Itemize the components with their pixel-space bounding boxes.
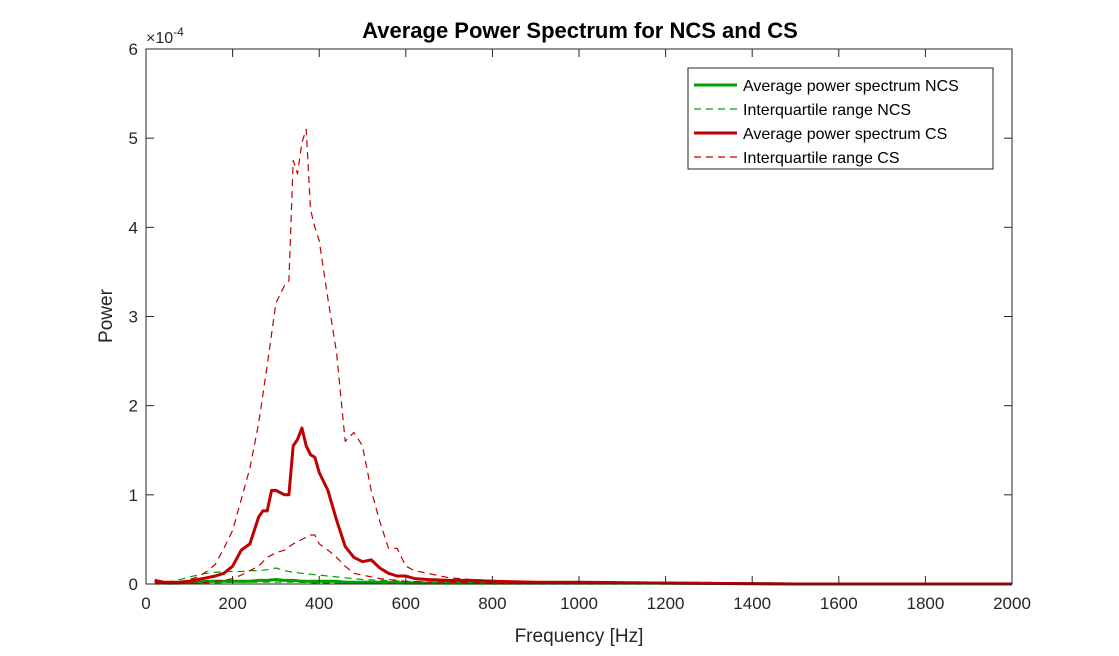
- x-tick-label: 1600: [820, 594, 858, 613]
- x-tick-label: 2000: [993, 594, 1031, 613]
- y-tick-label: 4: [129, 218, 138, 237]
- x-tick-label: 800: [478, 594, 506, 613]
- y-tick-label: 5: [129, 129, 138, 148]
- y-tick-label: 2: [129, 397, 138, 416]
- x-tick-label: 1200: [647, 594, 685, 613]
- x-tick-label: 200: [218, 594, 246, 613]
- y-tick-label: 6: [129, 40, 138, 59]
- y-tick-label: 1: [129, 486, 138, 505]
- series-line-interquartile-range-ncs: [154, 567, 1012, 584]
- y-tick-label: 0: [129, 575, 138, 594]
- y-exponent-base: ×10: [146, 30, 173, 47]
- legend: Average power spectrum NCS Interquartile …: [687, 67, 994, 170]
- x-tick-label: 1800: [906, 594, 944, 613]
- y-axis-label: Power: [96, 288, 117, 343]
- legend-box: [687, 67, 994, 170]
- legend-items: Average power spectrum NCS Interquartile …: [694, 78, 959, 167]
- chart-title: Average Power Spectrum for NCS and CS: [362, 18, 798, 43]
- series-line-interquartile-range-cs: [154, 128, 1012, 584]
- x-tick-label: 1000: [560, 594, 598, 613]
- series-line-series-bound: [154, 534, 1012, 585]
- y-axis: 0 1 2 3 4 5 6: [129, 40, 1012, 594]
- x-axis-label: Frequency [Hz]: [515, 626, 644, 647]
- y-tick-label: 3: [129, 308, 138, 327]
- y-exponent-power: -4: [173, 25, 184, 39]
- legend-label: Average power spectrum NCS: [743, 78, 959, 95]
- x-tick-label: 600: [392, 594, 420, 613]
- x-tick-label: 0: [141, 594, 150, 613]
- x-tick-label: 400: [305, 594, 333, 613]
- series-layer: [154, 128, 1012, 586]
- legend-label: Interquartile range NCS: [743, 102, 911, 119]
- x-axis: 0 200 400 600 800 1000 1200 1400 1600 1800 2000: [141, 49, 1031, 613]
- legend-label: Interquartile range CS: [743, 150, 900, 167]
- y-exponent-label: ×10-4: [146, 25, 184, 47]
- series-line-average-power-spectrum-cs: [154, 426, 1012, 586]
- x-tick-label: 1400: [733, 594, 771, 613]
- legend-label: Average power spectrum CS: [743, 126, 947, 143]
